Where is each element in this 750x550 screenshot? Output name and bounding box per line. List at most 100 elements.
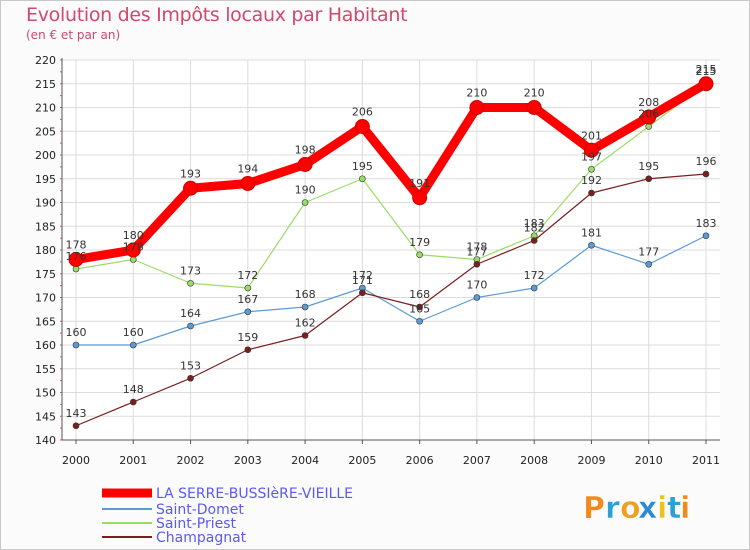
data-point bbox=[416, 317, 423, 325]
data-point bbox=[473, 294, 481, 301]
data-point bbox=[645, 175, 653, 183]
logo-letter: i bbox=[680, 491, 690, 526]
y-tick-label: 210 bbox=[35, 102, 56, 115]
y-tick-label: 160 bbox=[35, 339, 56, 352]
logo-letter: x bbox=[638, 491, 657, 526]
data-point bbox=[526, 100, 542, 115]
data-point bbox=[301, 332, 309, 339]
y-tick-label: 150 bbox=[35, 387, 56, 400]
y-tick-label: 215 bbox=[35, 78, 56, 91]
data-point bbox=[588, 189, 595, 197]
logo-letter: i bbox=[657, 491, 667, 526]
data-label: 197 bbox=[581, 150, 602, 163]
data-point bbox=[125, 242, 141, 258]
data-point bbox=[244, 284, 252, 292]
data-label: 215 bbox=[696, 65, 717, 78]
data-point bbox=[412, 190, 428, 206]
data-point bbox=[473, 260, 481, 268]
data-point bbox=[187, 374, 194, 382]
data-point bbox=[187, 322, 194, 330]
data-label: 178 bbox=[123, 241, 144, 254]
data-label: 176 bbox=[66, 250, 87, 263]
logo-letter: r bbox=[605, 491, 620, 526]
data-point bbox=[187, 279, 194, 287]
data-point bbox=[301, 303, 309, 311]
data-point bbox=[416, 251, 423, 259]
data-label: 170 bbox=[466, 279, 487, 292]
data-label: 180 bbox=[123, 229, 144, 242]
data-label: 183 bbox=[696, 217, 717, 230]
series-line-1 bbox=[75, 235, 707, 346]
data-point bbox=[244, 346, 252, 354]
legend-entry-label: Saint-Domet bbox=[156, 502, 244, 518]
data-label: 210 bbox=[466, 87, 487, 100]
logo-letter: P bbox=[583, 491, 605, 526]
legend-entry-label: Champagnat bbox=[156, 530, 247, 546]
y-tick-label: 140 bbox=[35, 434, 56, 447]
y-tick-label: 190 bbox=[35, 197, 56, 210]
x-tick-label: 2002 bbox=[177, 454, 205, 467]
data-point bbox=[698, 76, 714, 92]
x-tick-label: 2004 bbox=[291, 454, 319, 467]
data-point bbox=[183, 180, 199, 196]
legend: LA SERRE-BUSSIèRE-VIEILLESaint-DometSain… bbox=[102, 486, 353, 546]
data-label: 178 bbox=[66, 239, 87, 252]
data-point bbox=[702, 232, 710, 240]
logo-letter: t bbox=[667, 491, 681, 526]
data-point bbox=[588, 241, 595, 249]
data-point bbox=[244, 308, 252, 316]
data-label: 183 bbox=[524, 217, 545, 230]
data-label: 206 bbox=[638, 108, 659, 121]
data-label: 177 bbox=[466, 245, 487, 258]
data-label: 182 bbox=[524, 222, 545, 235]
data-point bbox=[702, 170, 710, 178]
data-label: 162 bbox=[295, 317, 316, 330]
y-tick-label: 195 bbox=[35, 173, 56, 186]
data-label: 201 bbox=[581, 129, 602, 142]
legend-entry-label: LA SERRE-BUSSIèRE-VIEILLE bbox=[156, 486, 353, 502]
data-point bbox=[301, 199, 309, 206]
data-label: 196 bbox=[696, 155, 717, 168]
data-label: 172 bbox=[524, 269, 545, 282]
data-point bbox=[416, 303, 423, 311]
data-label: 173 bbox=[180, 264, 201, 277]
data-label: 206 bbox=[352, 106, 373, 119]
data-label: 195 bbox=[352, 160, 373, 173]
x-tick-label: 2003 bbox=[234, 454, 262, 467]
data-label: 160 bbox=[66, 326, 87, 339]
x-tick-label: 2001 bbox=[119, 454, 147, 467]
data-label: 208 bbox=[638, 96, 659, 109]
series-line-3 bbox=[75, 173, 707, 427]
y-tick-label: 175 bbox=[35, 268, 56, 281]
data-label: 215 bbox=[696, 63, 717, 76]
data-point bbox=[68, 252, 84, 267]
logo-letter: o bbox=[620, 491, 641, 526]
x-tick-label: 2006 bbox=[406, 454, 434, 467]
data-label: 164 bbox=[180, 307, 201, 320]
y-tick-label: 185 bbox=[35, 220, 56, 233]
data-point bbox=[359, 175, 366, 183]
data-label: 172 bbox=[237, 269, 258, 282]
x-tick-label: 2011 bbox=[692, 454, 720, 467]
series-lines bbox=[68, 76, 714, 430]
y-tick-label: 205 bbox=[35, 125, 56, 138]
data-label: 168 bbox=[409, 288, 430, 301]
y-tick-label: 165 bbox=[35, 315, 56, 328]
data-point bbox=[72, 341, 80, 349]
y-tick-label: 200 bbox=[35, 149, 56, 162]
series-line-0 bbox=[71, 79, 711, 264]
data-point bbox=[240, 176, 256, 191]
data-label: 181 bbox=[581, 226, 602, 239]
data-point bbox=[645, 260, 653, 268]
data-label: 194 bbox=[237, 163, 258, 176]
chart-title: Evolution des Impôts locaux par Habitant bbox=[26, 4, 408, 26]
data-label: 191 bbox=[409, 177, 430, 190]
grid bbox=[62, 59, 720, 441]
data-label: 195 bbox=[638, 160, 659, 173]
legend-entry-label: Saint-Priest bbox=[156, 516, 237, 532]
data-label: 177 bbox=[638, 245, 659, 258]
x-tick-label: 2009 bbox=[577, 454, 605, 467]
data-point bbox=[359, 289, 366, 297]
data-label: 190 bbox=[295, 184, 316, 197]
